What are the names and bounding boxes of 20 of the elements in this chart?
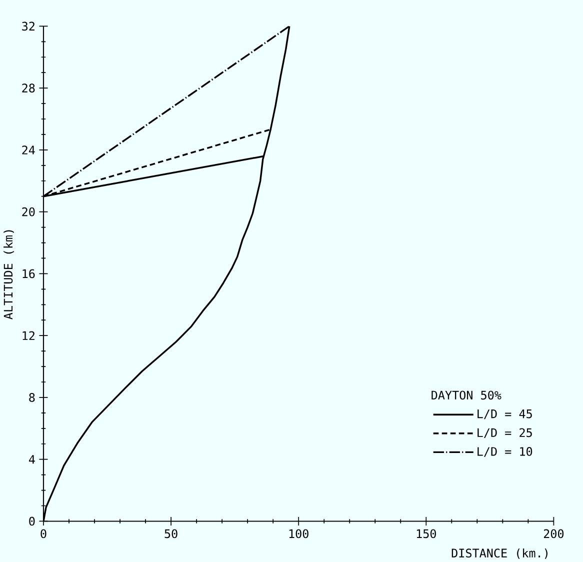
y-tick-label: 12 [22, 331, 34, 340]
x-tick-label: 0 [40, 529, 46, 538]
legend-label: L/D = 45 [478, 409, 532, 419]
x-tick-label: 150 [416, 529, 436, 538]
y-tick-label: 24 [22, 145, 35, 154]
y-tick-label: 4 [28, 454, 35, 464]
x-tick-label: 100 [289, 529, 308, 538]
y-tick-label: 28 [22, 83, 35, 92]
y-tick-label: 0 [29, 516, 35, 526]
y-tick-label: 20 [22, 207, 35, 216]
x-tick-label: 200 [544, 529, 564, 538]
y-tick-label: 16 [22, 269, 35, 278]
x-tick-label: 50 [164, 529, 178, 538]
legend-title: DAYTON 50% [432, 390, 502, 400]
y-tick-label: 32 [22, 22, 34, 30]
y-tick-label: 8 [29, 392, 35, 402]
y-axis-title: ALTITUDE (km) [4, 230, 14, 320]
legend-label: L/D = 10 [478, 446, 532, 457]
legend-label: L/D = 25 [478, 428, 532, 438]
x-axis-title: DISTANCE (km.) [452, 548, 548, 559]
